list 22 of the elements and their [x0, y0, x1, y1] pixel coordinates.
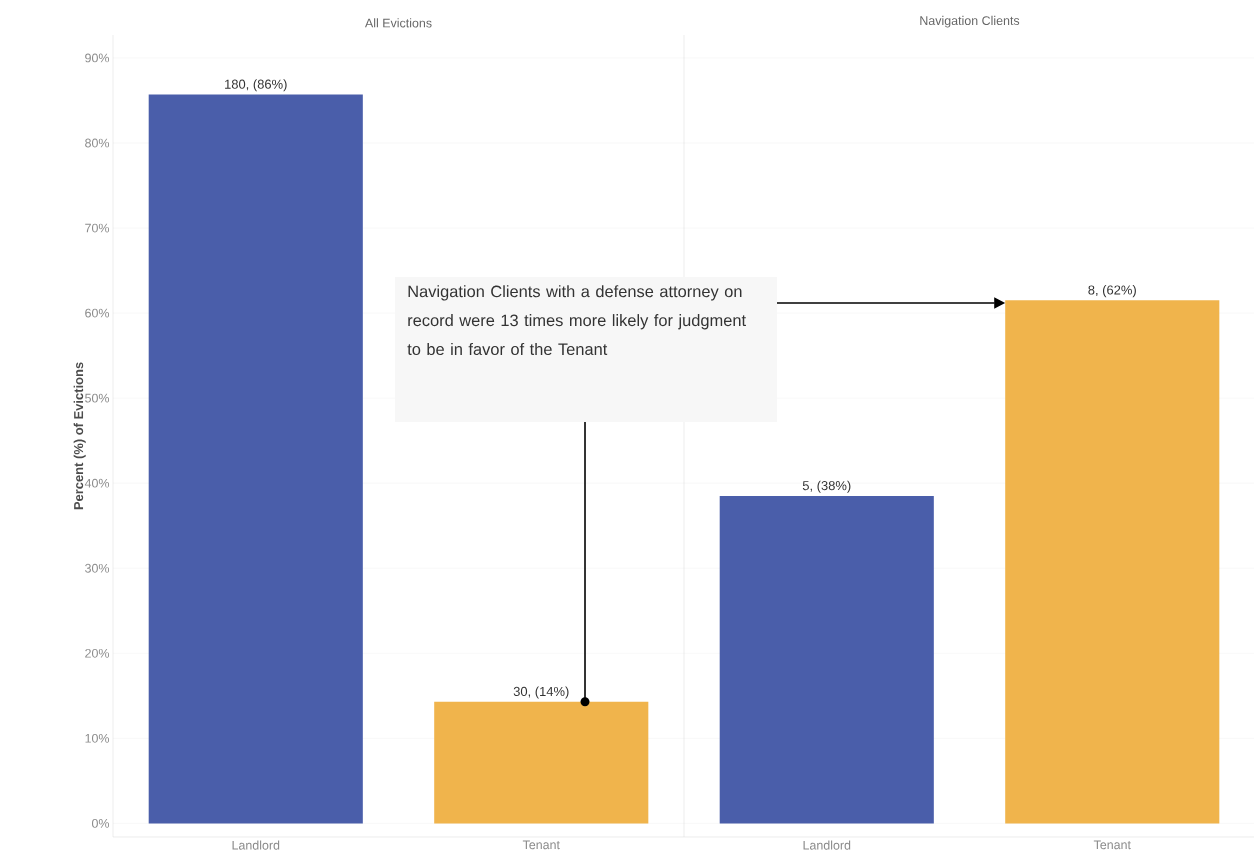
annotation: Navigation Clients with a defense attorney on record were 13 times more likely for judgment to be in favor of the Tenant [407, 285, 746, 356]
y-tick-label: 10% [85, 733, 110, 743]
chart-title: All Evictions [364, 18, 432, 28]
x-tick-label: Tenant [522, 840, 560, 850]
data-label: 8, (62%) [1088, 285, 1136, 298]
y-tick-label: 50% [85, 393, 110, 403]
chart-title: Navigation Clients [920, 15, 1020, 28]
x-tick-label: Landlord [803, 840, 851, 850]
y-axis-title: Percent (%) of Evictions [73, 362, 86, 510]
y-tick-label: 0% [91, 818, 110, 828]
y-tick-label: 60% [85, 308, 110, 318]
data-label: 5, (38%) [802, 480, 851, 493]
y-tick-label: 40% [84, 478, 110, 488]
data-label: 180, (86%) [225, 79, 287, 92]
data-label: 30, (14%) [513, 686, 569, 699]
y-tick-label: 70% [85, 223, 110, 233]
x-tick-label: Tenant [1093, 840, 1131, 850]
y-tick-label: 80% [85, 138, 110, 148]
y-tick-label: 30% [85, 563, 110, 573]
x-tick-label: Landlord [232, 840, 280, 850]
y-tick-label: 20% [85, 648, 110, 658]
y-tick-label: 90% [85, 53, 110, 63]
